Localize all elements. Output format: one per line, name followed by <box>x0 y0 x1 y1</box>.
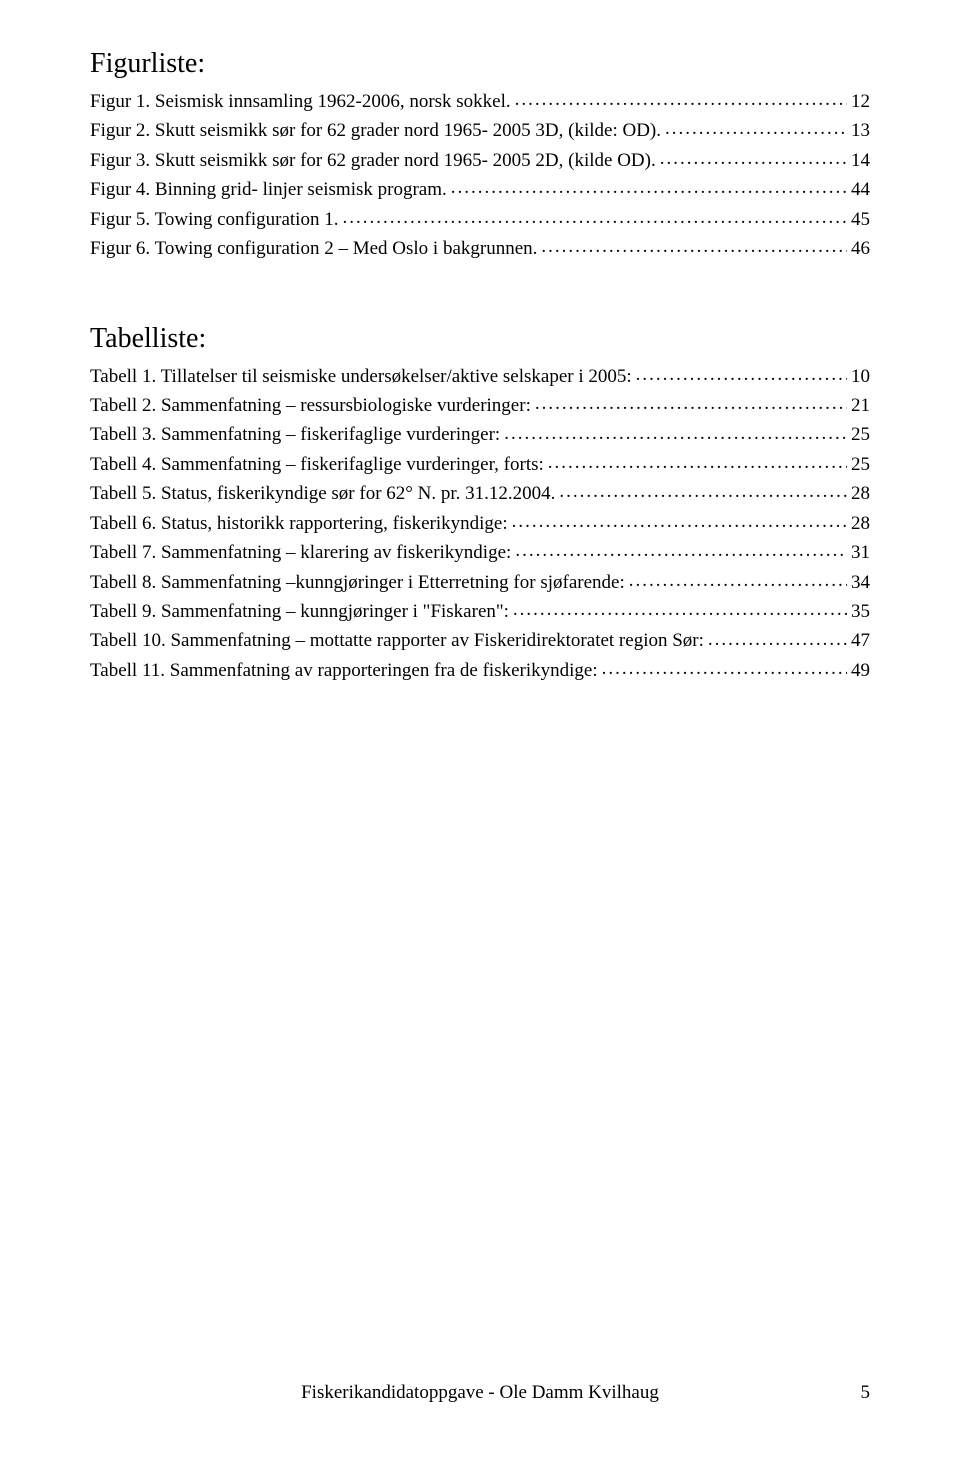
tabelliste-row-page: 49 <box>851 657 870 685</box>
figurliste-row-page: 14 <box>851 147 870 175</box>
tabelliste-row: Tabell 1. Tillatelser til seismiske unde… <box>90 361 870 390</box>
figurliste-heading: Figurliste: <box>90 48 870 80</box>
tabelliste-row: Tabell 8. Sammenfatning –kunngjøringer i… <box>90 567 870 596</box>
dot-leader <box>548 449 847 470</box>
dot-leader <box>512 508 847 529</box>
tabelliste-row-page: 34 <box>851 569 870 597</box>
figurliste-row-label: Figur 5. Towing configuration 1. <box>90 206 338 234</box>
tabelliste-row-page: 31 <box>851 539 870 567</box>
figurliste-row: Figur 3. Skutt seismikk sør for 62 grade… <box>90 145 870 174</box>
tabelliste-row: Tabell 10. Sammenfatning – mottatte rapp… <box>90 626 870 655</box>
dot-leader <box>535 390 847 411</box>
dot-leader <box>541 233 847 254</box>
tabelliste-row-label: Tabell 2. Sammenfatning – ressursbiologi… <box>90 392 531 420</box>
tabelliste-row-page: 47 <box>851 627 870 655</box>
figurliste-list: Figur 1. Seismisk innsamling 1962-2006, … <box>90 86 870 263</box>
dot-leader <box>342 204 847 225</box>
tabelliste-heading: Tabelliste: <box>90 323 870 355</box>
tabelliste-row-label: Tabell 11. Sammenfatning av rapportering… <box>90 657 598 685</box>
tabelliste-row-label: Tabell 5. Status, fiskerikyndige sør for… <box>90 480 555 508</box>
tabelliste-row-label: Tabell 6. Status, historikk rapportering… <box>90 510 508 538</box>
tabelliste-row: Tabell 4. Sammenfatning – fiskerifaglige… <box>90 449 870 478</box>
tabelliste-row-label: Tabell 3. Sammenfatning – fiskerifaglige… <box>90 421 500 449</box>
tabelliste-row-page: 21 <box>851 392 870 420</box>
tabelliste-row-label: Tabell 1. Tillatelser til seismiske unde… <box>90 363 632 391</box>
tabelliste-row-label: Tabell 9. Sammenfatning – kunngjøringer … <box>90 598 509 626</box>
figurliste-row: Figur 5. Towing configuration 1. 45 <box>90 204 870 233</box>
tabelliste-row: Tabell 3. Sammenfatning – fiskerifaglige… <box>90 420 870 449</box>
tabelliste-row: Tabell 9. Sammenfatning – kunngjøringer … <box>90 596 870 625</box>
tabelliste-row-label: Tabell 7. Sammenfatning – klarering av f… <box>90 539 511 567</box>
dot-leader <box>660 145 847 166</box>
tabelliste-row-page: 10 <box>851 363 870 391</box>
dot-leader <box>559 478 847 499</box>
tabelliste-row-page: 35 <box>851 598 870 626</box>
tabelliste-row: Tabell 11. Sammenfatning av rapportering… <box>90 655 870 684</box>
tabelliste-row-page: 25 <box>851 421 870 449</box>
footer-page-number: 5 <box>861 1382 871 1404</box>
figurliste-row-page: 46 <box>851 235 870 263</box>
dot-leader <box>515 537 847 558</box>
tabelliste-list: Tabell 1. Tillatelser til seismiske unde… <box>90 361 870 685</box>
tabelliste-row: Tabell 5. Status, fiskerikyndige sør for… <box>90 478 870 507</box>
page-footer: Fiskerikandidatoppgave - Ole Damm Kvilha… <box>90 1382 870 1404</box>
figurliste-row: Figur 2. Skutt seismikk sør for 62 grade… <box>90 115 870 144</box>
figurliste-row: Figur 6. Towing configuration 2 – Med Os… <box>90 233 870 262</box>
figurliste-block: Figurliste: Figur 1. Seismisk innsamling… <box>90 48 870 263</box>
dot-leader <box>451 174 847 195</box>
figurliste-row-label: Figur 2. Skutt seismikk sør for 62 grade… <box>90 117 661 145</box>
figurliste-row-label: Figur 6. Towing configuration 2 – Med Os… <box>90 235 537 263</box>
dot-leader <box>665 115 847 136</box>
tabelliste-row-label: Tabell 8. Sammenfatning –kunngjøringer i… <box>90 569 625 597</box>
tabelliste-row: Tabell 6. Status, historikk rapportering… <box>90 508 870 537</box>
dot-leader <box>629 567 847 588</box>
tabelliste-row-label: Tabell 4. Sammenfatning – fiskerifaglige… <box>90 451 544 479</box>
figurliste-row-page: 12 <box>851 88 870 116</box>
figurliste-row-page: 13 <box>851 117 870 145</box>
figurliste-row-page: 45 <box>851 206 870 234</box>
tabelliste-row-page: 28 <box>851 480 870 508</box>
tabelliste-row: Tabell 2. Sammenfatning – ressursbiologi… <box>90 390 870 419</box>
dot-leader <box>513 596 847 617</box>
dot-leader <box>708 626 847 647</box>
dot-leader <box>504 420 847 441</box>
figurliste-row: Figur 1. Seismisk innsamling 1962-2006, … <box>90 86 870 115</box>
tabelliste-row-page: 28 <box>851 510 870 538</box>
dot-leader <box>602 655 847 676</box>
figurliste-row-label: Figur 4. Binning grid- linjer seismisk p… <box>90 176 447 204</box>
tabelliste-row-label: Tabell 10. Sammenfatning – mottatte rapp… <box>90 627 704 655</box>
dot-leader <box>515 86 847 107</box>
figurliste-row-label: Figur 3. Skutt seismikk sør for 62 grade… <box>90 147 656 175</box>
figurliste-row-page: 44 <box>851 176 870 204</box>
figurliste-row-label: Figur 1. Seismisk innsamling 1962-2006, … <box>90 88 511 116</box>
page: Figurliste: Figur 1. Seismisk innsamling… <box>0 0 960 1462</box>
tabelliste-row: Tabell 7. Sammenfatning – klarering av f… <box>90 537 870 566</box>
dot-leader <box>636 361 847 382</box>
figurliste-row: Figur 4. Binning grid- linjer seismisk p… <box>90 174 870 203</box>
footer-center-text: Fiskerikandidatoppgave - Ole Damm Kvilha… <box>301 1382 659 1404</box>
tabelliste-block: Tabelliste: Tabell 1. Tillatelser til se… <box>90 323 870 685</box>
tabelliste-row-page: 25 <box>851 451 870 479</box>
